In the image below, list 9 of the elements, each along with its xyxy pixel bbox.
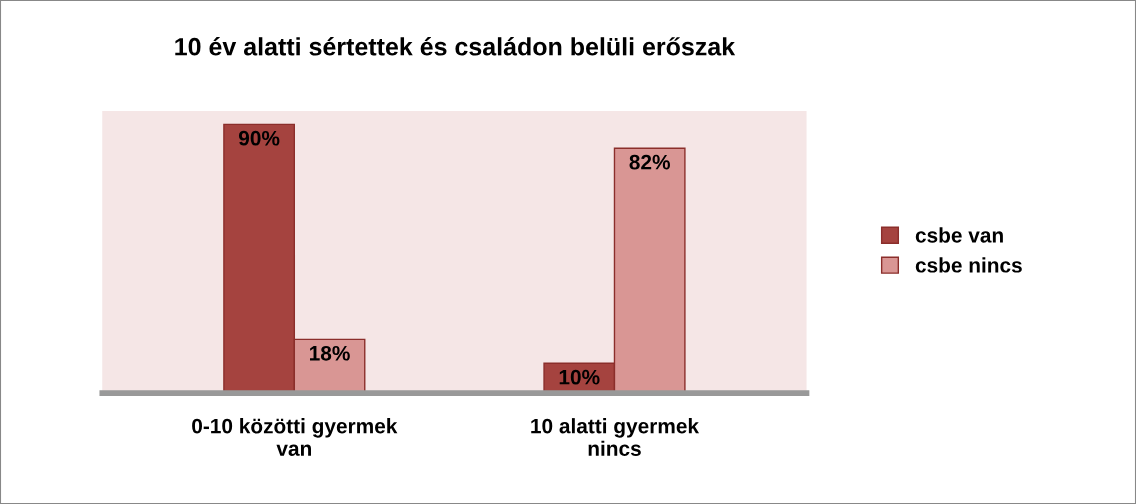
x-tick-label: 0-10 közötti gyermek van xyxy=(192,418,398,456)
data-label: 18% xyxy=(310,345,350,361)
data-label: 82% xyxy=(629,154,670,170)
data-label: 90% xyxy=(238,130,280,146)
x-tick-label: 10 alatti gyermek nincs xyxy=(531,418,700,456)
chart-title: 10 év alatti sértettek és családon belüli erőszak xyxy=(175,36,736,56)
data-label: 10% xyxy=(559,369,600,385)
legend-label: csbe nincs xyxy=(915,257,1022,273)
legend-label: csbe van xyxy=(915,227,1003,243)
